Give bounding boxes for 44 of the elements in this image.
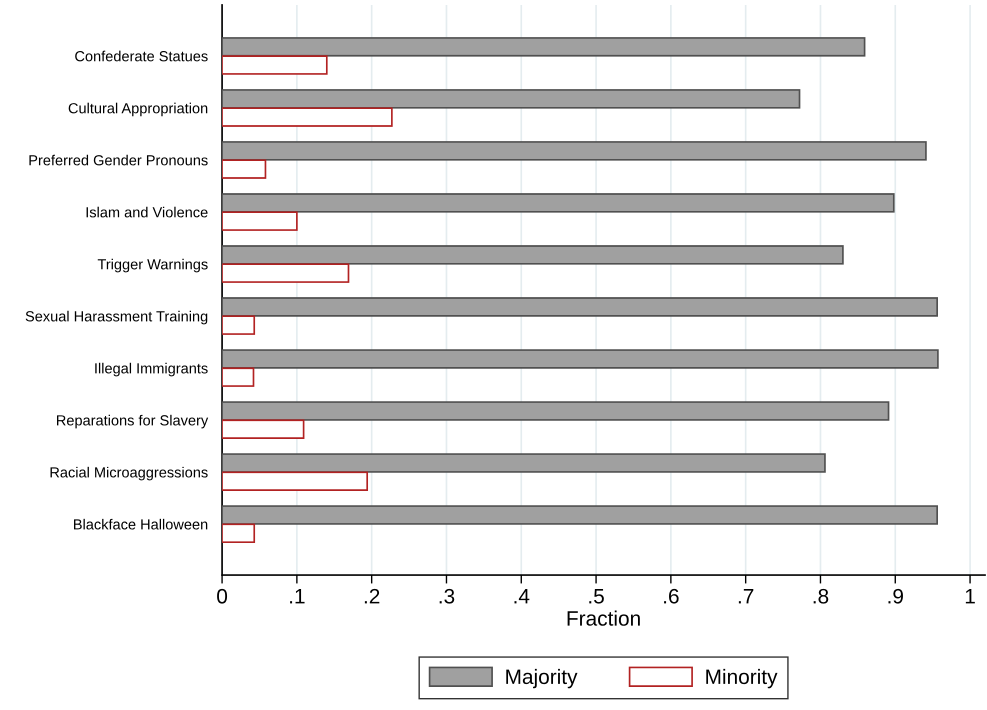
x-tick-label: .6 bbox=[664, 588, 679, 604]
x-tick-label: .5 bbox=[589, 589, 604, 604]
bar bbox=[222, 141, 927, 161]
y-tick-label: Islam and Violence bbox=[86, 206, 208, 218]
bar bbox=[222, 523, 256, 543]
y-tick-label: Confederate Statues bbox=[75, 50, 208, 62]
x-tick-label: .3 bbox=[440, 588, 454, 604]
x-tick-label: 1 bbox=[966, 589, 975, 604]
x-tick-label: .2 bbox=[364, 588, 380, 604]
bar bbox=[222, 471, 368, 491]
legend-label: Minority bbox=[706, 668, 778, 688]
x-tick-label: .8 bbox=[814, 588, 828, 604]
bar bbox=[222, 37, 866, 57]
x-tick-label: .1 bbox=[290, 589, 305, 604]
y-tick-label: Cultural Appropriation bbox=[68, 102, 208, 116]
y-tick-label: Racial Microaggressions bbox=[50, 466, 208, 480]
bar bbox=[222, 453, 826, 473]
bar bbox=[222, 367, 254, 387]
x-tick-label: .7 bbox=[738, 589, 754, 604]
bar bbox=[222, 245, 844, 265]
bar bbox=[222, 89, 800, 109]
y-tick-label: Preferred Gender Pronouns bbox=[29, 154, 208, 166]
x-tick-label: .4 bbox=[514, 589, 530, 604]
bar bbox=[222, 55, 328, 75]
y-tick-label: Trigger Warnings bbox=[98, 258, 208, 272]
bar bbox=[222, 193, 895, 213]
bar bbox=[222, 401, 890, 421]
x-tick-label: .9 bbox=[888, 588, 903, 604]
bar bbox=[222, 263, 350, 283]
y-tick-label: Reparations for Slavery bbox=[57, 414, 208, 428]
bar bbox=[222, 315, 256, 335]
bar bbox=[222, 349, 939, 369]
y-tick-label: Sexual Harassment Training bbox=[26, 310, 208, 324]
bar bbox=[222, 505, 938, 525]
bar bbox=[222, 297, 938, 317]
y-tick-label: Illegal Immigrants bbox=[95, 362, 208, 376]
legend-label: Majority bbox=[506, 668, 578, 688]
y-tick-label: Blackface Halloween bbox=[74, 518, 208, 530]
x-axis-title: Fraction bbox=[568, 610, 640, 626]
bar bbox=[222, 211, 298, 231]
bar bbox=[222, 159, 266, 179]
bar bbox=[222, 107, 393, 127]
x-tick-label: 0 bbox=[217, 588, 228, 604]
bar bbox=[222, 419, 304, 439]
